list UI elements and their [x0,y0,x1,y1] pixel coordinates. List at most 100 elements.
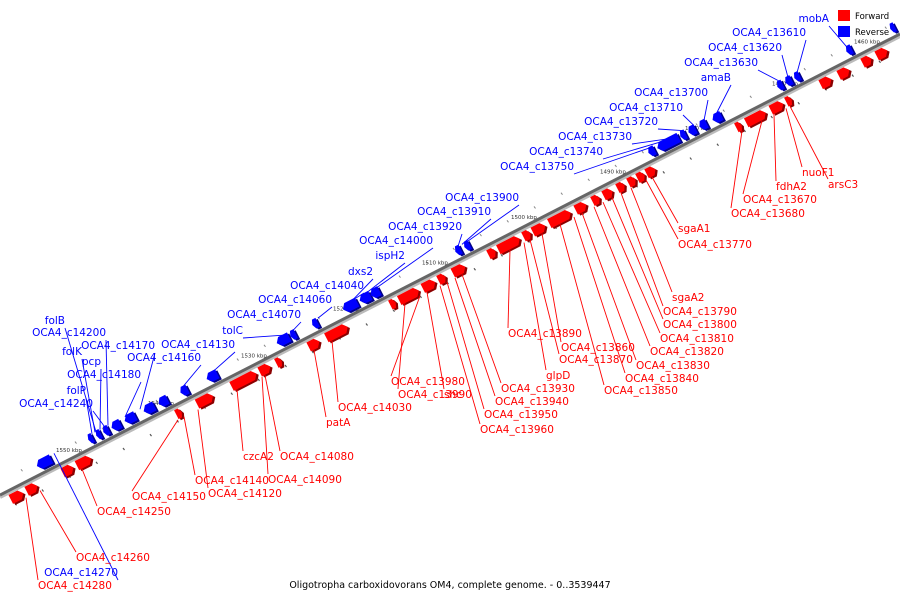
gene-label: OCA4_c14060 [258,294,332,306]
gene-label: OCA4_c13800 [663,319,737,331]
gene-connector [197,409,209,489]
gene-label: OCA4_c14090 [268,474,342,486]
kbp-tick-label: 1470 kbp [772,81,798,87]
minor-tick [743,129,746,133]
reverse-gene [712,111,726,124]
gene-label: OCA4_c14120 [208,488,282,500]
forward-gene [496,236,522,256]
gene-label: OCA4_c13820 [650,346,724,358]
gene-label: sgaA1 [678,223,710,235]
reverse-gene [793,70,805,83]
gene-connector [264,375,281,452]
forward-gene [388,298,399,311]
gene-label: OCA4_c14170 [81,340,155,352]
minor-tick [425,261,428,265]
backbone-line [0,32,900,497]
minor-tick [452,247,455,251]
gene-connector [757,69,781,82]
minor-tick [257,378,260,382]
gene-label: OCA4_c13770 [678,239,752,251]
forward-gene [635,171,647,185]
gene-label: czcA2 [243,451,274,463]
gene-connector [236,389,244,452]
gene-connector [397,303,406,390]
forward-gene [420,279,438,294]
forward-gene [8,490,26,506]
gene-label: OCA4_c13700 [634,87,708,99]
legend-reverse-swatch [838,26,850,37]
minor-tick [695,123,698,126]
gene-connector [651,176,679,224]
gene-label: OCA4_c14000 [359,235,433,247]
minor-tick [662,171,665,174]
forward-gene [590,194,602,208]
gene-label: glpD [546,370,570,382]
gene-label: fdhA2 [776,181,807,193]
reverse-gene [463,239,475,252]
gene-label: arsC3 [828,179,858,191]
forward-gene [530,223,548,238]
reverse-gene [688,124,701,137]
gene-connector [593,206,651,347]
gene-label: OCA4_c14150 [132,491,206,503]
gene-connector [573,146,653,175]
forward-gene [436,273,448,286]
gene-label: OCA4_c13900 [445,192,519,204]
gene-label: sgaA2 [672,292,704,304]
minor-tick [560,192,563,195]
gene-label: OCA4_c14030 [338,402,412,414]
gene-connector [742,120,763,195]
minor-tick [641,150,644,154]
gene-label: OCA4_c13630 [684,57,758,69]
minor-tick [689,157,692,160]
gene-label: OCA4_c13990 [398,389,472,401]
gene-connector [457,233,463,247]
gene-label: OCA4_c14140 [195,475,269,487]
forward-gene [573,202,589,216]
gene-label: OCA4_c14250 [97,506,171,518]
reverse-gene [87,433,98,445]
reverse-gene [454,244,466,257]
reverse-gene [95,428,106,441]
gene-label: OCA4_c13730 [558,131,632,143]
gene-connector [349,292,365,303]
gene-connector [331,340,339,403]
gene-connector [81,358,96,433]
reverse-gene [342,297,362,314]
gene-connector [785,108,803,168]
legend-forward-swatch [838,10,850,21]
minor-tick [122,447,125,451]
minor-tick [749,95,752,99]
minor-tick [284,364,287,368]
gene-connector [181,364,202,389]
forward-gene [194,393,216,410]
forward-gene [306,338,322,353]
gene-label: mobA [798,13,829,25]
gene-label: dxs2 [348,266,373,278]
minor-tick [614,164,617,168]
minor-tick [473,267,476,271]
minor-tick [311,350,314,354]
gene-label: OCA4_c13670 [743,194,817,206]
forward-gene [874,47,890,62]
gene-label: ispH2 [375,250,405,262]
gene-label: OCA4_c13870 [559,354,633,366]
forward-gene [257,363,273,378]
gene-connector [602,201,661,334]
gene-connector [39,490,77,553]
gene-connector [461,218,492,245]
reverse-gene [679,129,691,142]
gene-label: OCA4_c13740 [529,146,603,158]
forward-gene [615,181,627,195]
reverse-gene [206,369,222,383]
forward-gene [229,371,259,392]
gene-connector [105,339,109,426]
gene-label: OCA4_c13710 [609,102,683,114]
minor-tick [392,309,395,313]
minor-tick [830,54,833,57]
gene-connector [439,285,481,425]
gene-label: folK [62,346,83,358]
kbp-tick-label: 1500 kbp [511,215,537,221]
forward-gene [836,67,852,81]
gene-label: pcp [82,356,101,368]
